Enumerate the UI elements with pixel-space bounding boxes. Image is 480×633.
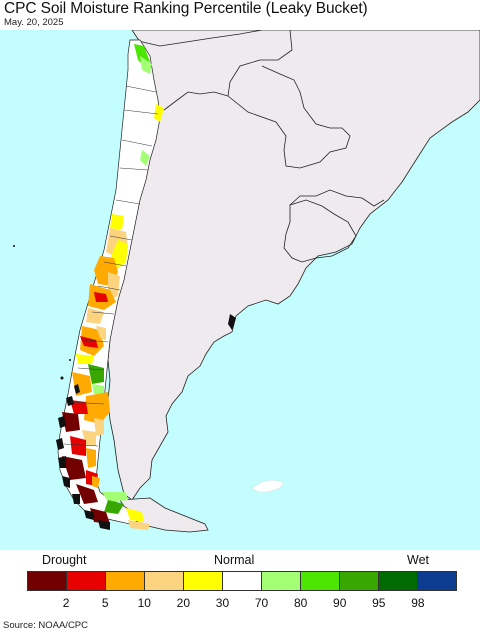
legend-tick-label: 10 [137, 596, 151, 610]
legend-swatch [418, 572, 456, 590]
soil-moisture-map [0, 30, 480, 550]
source-credit: Source: NOAA/CPC [3, 620, 88, 631]
legend-swatch [184, 572, 223, 590]
legend-color-bar [27, 571, 457, 591]
falkland-islands [251, 479, 285, 493]
map-title: CPC Soil Moisture Ranking Percentile (Le… [4, 0, 368, 17]
legend-tick-label: 20 [176, 596, 191, 610]
legend-swatch [28, 572, 67, 590]
legend-swatch [106, 572, 145, 590]
legend-swatch [301, 572, 340, 590]
legend-swatch [145, 572, 184, 590]
legend-swatch [262, 572, 301, 590]
legend-tick-label: 98 [411, 596, 425, 610]
coastal-islands [13, 245, 71, 380]
legend-swatch [223, 572, 262, 590]
legend-swatch [340, 572, 379, 590]
legend-wet-label: Wet [407, 553, 429, 567]
legend-tick-label: 95 [372, 596, 386, 610]
legend-tick-label: 2 [62, 596, 70, 610]
legend-tick-label: 70 [254, 596, 269, 610]
legend-swatch [379, 572, 418, 590]
legend-tick-label: 30 [215, 596, 230, 610]
legend-tick-label: 80 [293, 596, 308, 610]
region-borders [63, 85, 159, 447]
country-borders [133, 30, 385, 263]
legend-swatch [67, 572, 106, 590]
legend-tick-label: 5 [101, 596, 109, 610]
legend-drought-label: Drought [42, 553, 87, 567]
fjord-coastline [56, 314, 236, 530]
legend-normal-label: Normal [214, 553, 255, 567]
map-date: May. 20, 2025 [4, 17, 64, 28]
legend-tick-label: 90 [333, 596, 347, 610]
chile-moisture-patches [62, 44, 164, 530]
